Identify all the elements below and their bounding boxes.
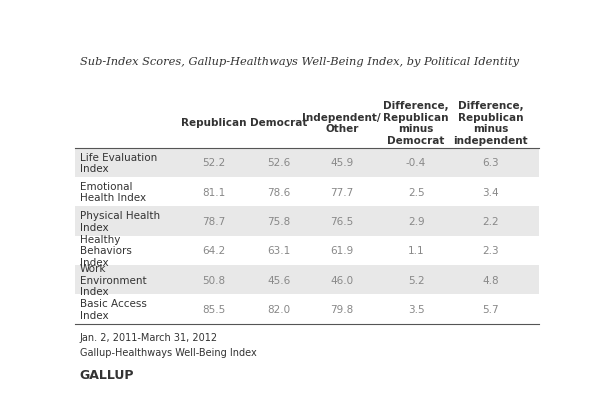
Text: GALLUP: GALLUP <box>80 368 134 381</box>
Text: 64.2: 64.2 <box>202 246 226 256</box>
Text: 81.1: 81.1 <box>202 187 226 197</box>
Text: 50.8: 50.8 <box>202 275 226 285</box>
Text: Gallup-Healthways Well-Being Index: Gallup-Healthways Well-Being Index <box>80 348 256 357</box>
FancyBboxPatch shape <box>75 207 539 236</box>
Text: Emotional
Health Index: Emotional Health Index <box>80 182 146 203</box>
Text: 61.9: 61.9 <box>330 246 353 256</box>
Text: Republican: Republican <box>181 118 247 128</box>
Text: 2.2: 2.2 <box>482 216 499 227</box>
Text: 77.7: 77.7 <box>330 187 353 197</box>
Text: 2.9: 2.9 <box>408 216 425 227</box>
Text: 45.6: 45.6 <box>268 275 291 285</box>
Text: Democrat: Democrat <box>250 118 308 128</box>
Text: 52.2: 52.2 <box>202 158 226 168</box>
Text: -0.4: -0.4 <box>406 158 426 168</box>
Text: Basic Access
Index: Basic Access Index <box>80 299 146 320</box>
Text: Life Evaluation
Index: Life Evaluation Index <box>80 152 157 174</box>
Text: 85.5: 85.5 <box>202 304 226 315</box>
Text: 5.2: 5.2 <box>408 275 425 285</box>
Text: Physical Health
Index: Physical Health Index <box>80 211 160 232</box>
FancyBboxPatch shape <box>75 265 539 295</box>
Text: Work
Environment
Index: Work Environment Index <box>80 263 146 297</box>
Text: 75.8: 75.8 <box>268 216 291 227</box>
Text: 63.1: 63.1 <box>268 246 291 256</box>
Text: 78.6: 78.6 <box>268 187 291 197</box>
FancyBboxPatch shape <box>75 148 539 178</box>
Text: 45.9: 45.9 <box>330 158 353 168</box>
Text: Independent/
Other: Independent/ Other <box>302 112 381 134</box>
Text: Healthy
Behaviors
Index: Healthy Behaviors Index <box>80 234 131 267</box>
Text: 2.3: 2.3 <box>482 246 499 256</box>
Text: 82.0: 82.0 <box>268 304 291 315</box>
Text: Sub-Index Scores, Gallup-Healthways Well-Being Index, by Political Identity: Sub-Index Scores, Gallup-Healthways Well… <box>80 57 519 67</box>
Text: 76.5: 76.5 <box>330 216 353 227</box>
Text: 79.8: 79.8 <box>330 304 353 315</box>
Text: 3.5: 3.5 <box>408 304 425 315</box>
Text: 3.4: 3.4 <box>482 187 499 197</box>
Text: 2.5: 2.5 <box>408 187 425 197</box>
Text: Difference,
Republican
minus
independent: Difference, Republican minus independent <box>453 101 528 146</box>
Text: Jan. 2, 2011-March 31, 2012: Jan. 2, 2011-March 31, 2012 <box>80 332 217 342</box>
Text: 4.8: 4.8 <box>482 275 499 285</box>
Text: 78.7: 78.7 <box>202 216 226 227</box>
Text: 6.3: 6.3 <box>482 158 499 168</box>
Text: 1.1: 1.1 <box>408 246 425 256</box>
Text: 5.7: 5.7 <box>482 304 499 315</box>
Text: 46.0: 46.0 <box>330 275 353 285</box>
Text: 52.6: 52.6 <box>268 158 291 168</box>
Text: Difference,
Republican
minus
Democrat: Difference, Republican minus Democrat <box>383 101 449 146</box>
